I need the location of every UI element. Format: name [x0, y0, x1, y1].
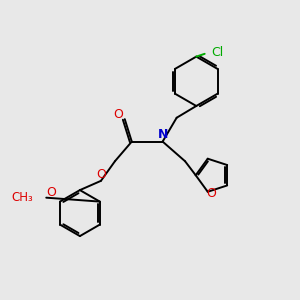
Text: O: O [206, 187, 216, 200]
Text: O: O [46, 186, 56, 199]
Text: O: O [97, 168, 106, 181]
Text: N: N [158, 128, 168, 140]
Text: O: O [114, 108, 124, 122]
Text: CH₃: CH₃ [12, 191, 34, 204]
Text: Cl: Cl [212, 46, 224, 59]
